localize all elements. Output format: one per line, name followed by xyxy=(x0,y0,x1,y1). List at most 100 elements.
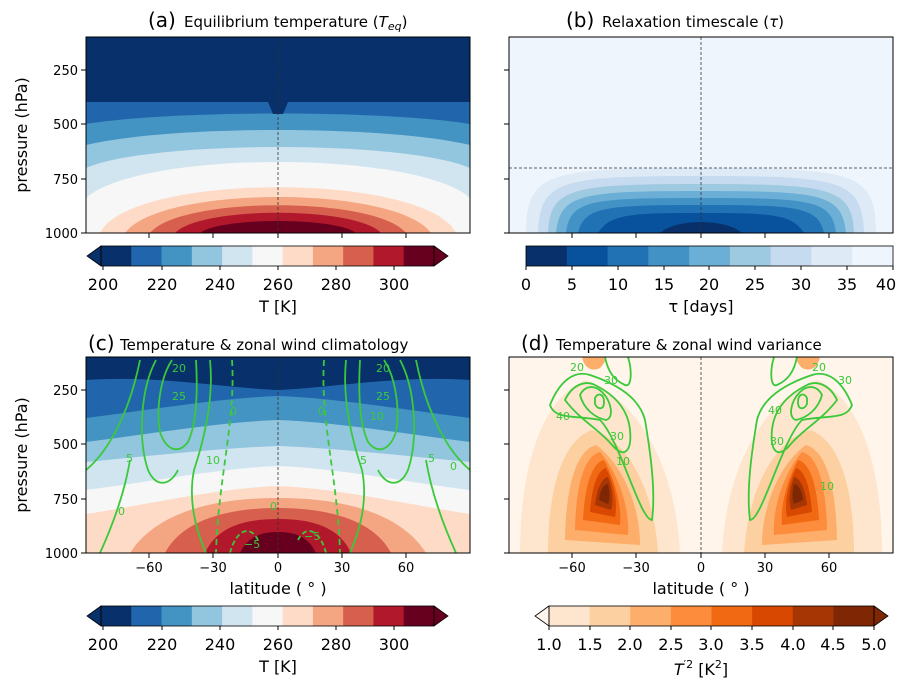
panel-c-contour-labels: 20 25 0 5 10 0 5 10 20 25 0 5 0 −5 −5 0 xyxy=(118,362,457,551)
panel-d-field: 20 30 40 30 10 20 30 40 30 10 xyxy=(509,357,893,553)
colorbar-a-tick: 260 xyxy=(263,275,294,294)
panel-c-xticks: −60 −30 0 30 60 xyxy=(135,553,414,576)
panel-b-label: (b) xyxy=(566,8,594,32)
panel-b-xticks xyxy=(571,233,830,238)
y-tick: 1000 xyxy=(45,227,78,242)
colorbar-swatch xyxy=(770,246,812,266)
contour-label: 20 xyxy=(172,362,186,375)
colorbar-b-tick: 25 xyxy=(745,275,765,294)
colorbar-swatch xyxy=(403,246,435,266)
panel-c-title: Temperature & zonal wind climatology xyxy=(119,336,408,354)
colorbar-swatch xyxy=(526,246,568,266)
panel-d-title: Temperature & zonal wind variance xyxy=(555,336,822,354)
colorbar-swatch xyxy=(101,606,132,626)
x-tick: −60 xyxy=(558,561,585,576)
colorbar-swatch xyxy=(549,606,591,626)
contour-label: 5 xyxy=(428,452,435,465)
colorbar-a-label: T [K] xyxy=(258,297,297,316)
y-tick: 750 xyxy=(53,493,78,508)
colorbar-swatch xyxy=(252,606,284,626)
panel-a-xticks xyxy=(148,233,407,238)
y-tick: 250 xyxy=(53,384,78,399)
contour-label: 0 xyxy=(118,505,125,518)
panel-d: (d) Temperature & zonal wind variance xyxy=(504,331,894,598)
panel-c-yticks: 250 500 750 1000 xyxy=(45,384,86,562)
colorbar-swatch xyxy=(252,246,284,266)
colorbar-swatch xyxy=(343,246,374,266)
panel-d-contour-labels: 20 30 40 30 10 20 30 40 30 10 xyxy=(556,361,852,493)
colorbar-d-tick: 1.0 xyxy=(536,635,561,654)
colorbar-swatch xyxy=(648,246,690,266)
colorbar-swatch xyxy=(566,246,609,266)
colorbar-c-tick: 240 xyxy=(205,635,236,654)
panel-b-title: Relaxation timescale (τ) xyxy=(602,13,784,31)
panel-a-field xyxy=(86,37,470,233)
colorbar-c-tick: 260 xyxy=(263,635,294,654)
panel-c-ylabel: pressure (hPa) xyxy=(12,397,31,513)
colorbar-extend-high xyxy=(433,245,449,267)
colorbar-swatch xyxy=(373,246,405,266)
colorbar-swatch xyxy=(282,246,314,266)
colorbar-swatch xyxy=(852,246,894,266)
colorbar-a-tick: 240 xyxy=(205,275,236,294)
colorbar-extend-high xyxy=(873,605,889,627)
colorbar-swatch xyxy=(792,606,834,626)
colorbar-a: 200 220 240 260 280 300 T [K] xyxy=(86,245,449,316)
panel-a-ylabel: pressure (hPa) xyxy=(12,77,31,193)
colorbar-swatch xyxy=(630,606,672,626)
colorbar-a-tick: 200 xyxy=(88,275,119,294)
colorbar-swatch xyxy=(833,606,875,626)
colorbar-swatch xyxy=(101,246,132,266)
colorbar-c-tick: 300 xyxy=(379,635,410,654)
colorbar-extend-low xyxy=(534,605,550,627)
colorbar-swatch xyxy=(312,606,344,626)
panel-c-xlabel: latitude ( ° ) xyxy=(229,579,326,598)
panel-c: (c) Temperature & zonal wind climatology xyxy=(12,331,471,598)
panel-a-yticks: 250 500 750 1000 xyxy=(45,64,86,242)
colorbar-swatch xyxy=(670,606,712,626)
colorbar-extend-high xyxy=(433,605,449,627)
colorbar-b-tick: 15 xyxy=(654,275,674,294)
colorbar-swatch xyxy=(131,606,163,626)
y-tick: 500 xyxy=(53,438,78,453)
contour-label: 10 xyxy=(616,455,630,468)
x-tick: 60 xyxy=(398,561,415,576)
contour-label: 40 xyxy=(556,410,570,423)
colorbar-extend-low xyxy=(86,245,102,267)
colorbar-swatch xyxy=(373,606,405,626)
x-tick: 0 xyxy=(697,561,705,576)
y-tick: 750 xyxy=(53,173,78,188)
panel-d-yticks xyxy=(504,389,509,554)
panel-b-field xyxy=(509,37,893,233)
colorbar-c: 200 220 240 260 280 300 T [K] xyxy=(86,605,449,676)
colorbar-b-tick: 35 xyxy=(837,275,857,294)
panel-a-label: (a) xyxy=(148,8,176,32)
x-tick: 30 xyxy=(334,561,351,576)
panel-a-title: Equilibrium temperature (Teq) xyxy=(184,13,407,33)
contour-label: 0 xyxy=(450,460,457,473)
colorbar-a-tick: 280 xyxy=(321,275,352,294)
colorbar-c-tick: 280 xyxy=(321,635,352,654)
panel-b: (b) Relaxation timescale (τ) xyxy=(504,8,894,238)
colorbar-swatch xyxy=(282,606,314,626)
contour-label: 5 xyxy=(126,452,133,465)
x-tick: 30 xyxy=(757,561,774,576)
colorbar-swatch xyxy=(191,246,223,266)
panel-b-yticks xyxy=(504,69,509,234)
y-tick: 250 xyxy=(53,64,78,79)
colorbar-b-tick: 0 xyxy=(521,275,531,294)
x-tick: 60 xyxy=(821,561,838,576)
contour-label: 0 xyxy=(318,405,325,418)
colorbar-b-tick: 40 xyxy=(876,275,896,294)
contour-label: 10 xyxy=(206,454,220,467)
colorbar-swatch xyxy=(161,606,193,626)
contour-label: 40 xyxy=(768,404,782,417)
contour-label: 10 xyxy=(370,410,384,423)
colorbar-swatch xyxy=(689,246,731,266)
colorbar-d-tick: 5.0 xyxy=(861,635,886,654)
y-tick: 1000 xyxy=(45,547,78,562)
colorbar-swatch xyxy=(811,246,853,266)
contour-label: 25 xyxy=(172,390,186,403)
colorbar-d: 1.0 1.5 2.0 2.5 3.0 3.5 4.0 4.5 5.0 T′2 … xyxy=(534,605,889,679)
